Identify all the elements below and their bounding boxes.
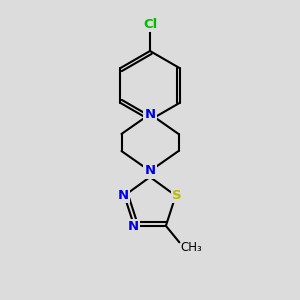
Text: Cl: Cl <box>143 18 157 32</box>
Text: N: N <box>118 189 129 202</box>
Text: N: N <box>144 107 156 121</box>
Text: N: N <box>128 220 139 233</box>
Text: N: N <box>144 164 156 178</box>
Text: CH₃: CH₃ <box>181 241 203 254</box>
Text: S: S <box>172 189 182 202</box>
